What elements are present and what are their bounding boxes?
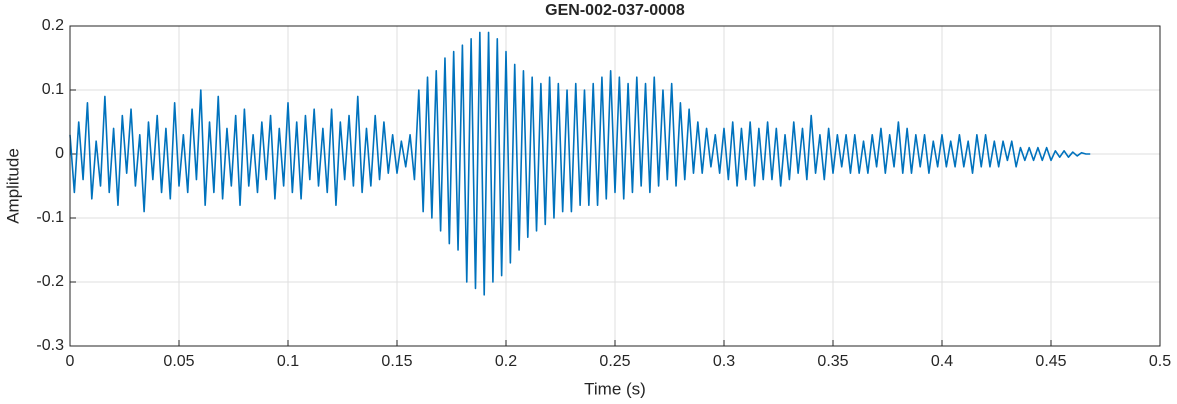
- chart-title: GEN-002-037-0008: [545, 2, 685, 19]
- x-tick-label: 0.15: [381, 353, 412, 370]
- x-tick-label: 0.05: [163, 353, 194, 370]
- x-tick-label: 0.5: [1149, 353, 1171, 370]
- x-axis-label: Time (s): [584, 379, 646, 398]
- axes-box: [69, 25, 1161, 347]
- x-tick-label: 0.45: [1035, 353, 1066, 370]
- x-tick-label: 0.35: [817, 353, 848, 370]
- x-tick-label: 0.3: [713, 353, 735, 370]
- x-tick-label: 0.2: [495, 353, 517, 370]
- y-axis-label: Amplitude: [3, 148, 22, 224]
- x-tick-label: 0.4: [931, 353, 953, 370]
- x-tick-label: 0: [66, 353, 75, 370]
- y-tick-label: -0.3: [36, 337, 64, 354]
- y-tick-label: 0: [55, 145, 64, 162]
- x-tick-label: 0.1: [277, 353, 299, 370]
- y-tick-label: 0.2: [42, 17, 64, 34]
- waveform-line: [69, 31, 1091, 296]
- y-tick-label: -0.2: [36, 273, 64, 290]
- y-tick-label: 0.1: [42, 81, 64, 98]
- y-tick-label: -0.1: [36, 209, 64, 226]
- x-tick-label: 0.25: [599, 353, 630, 370]
